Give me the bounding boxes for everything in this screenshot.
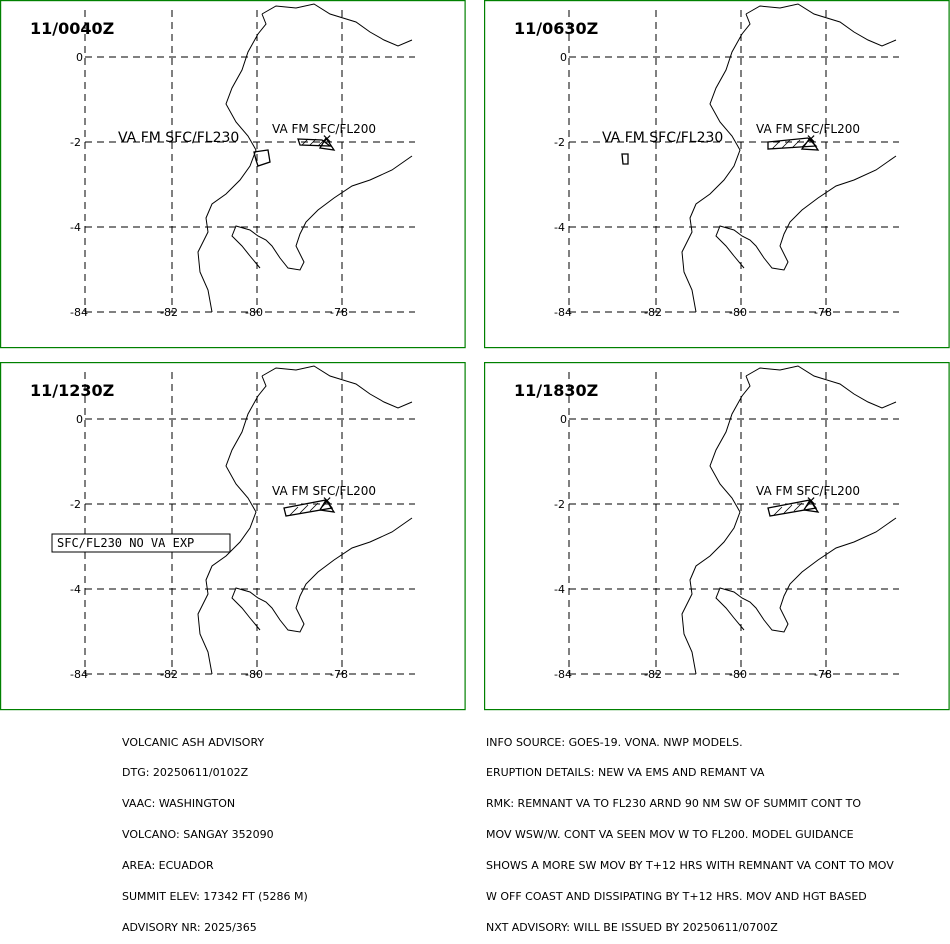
valid-time: 11/0630Z — [514, 19, 598, 38]
lon-label: -84 — [554, 668, 572, 681]
panel-frame — [0, 362, 466, 711]
lon-label: -82 — [160, 306, 178, 319]
lat-label: -2 — [70, 498, 81, 511]
coastline — [681, 3, 897, 313]
coastline — [681, 365, 897, 675]
valid-time: 11/0040Z — [30, 19, 114, 38]
advisory-line: VAAC: WASHINGTON — [122, 797, 236, 811]
valid-time: 11/1230Z — [30, 381, 114, 400]
panel-frame — [0, 0, 466, 349]
lat-label: -2 — [554, 498, 565, 511]
advisory-line: AREA: ECUADOR — [122, 859, 214, 873]
lat-label: 0 — [560, 51, 567, 64]
advisory-line: RMK: REMNANT VA TO FL230 ARND 90 NM SW O… — [486, 797, 862, 811]
summit-triangle — [802, 498, 820, 513]
lat-label: -4 — [70, 221, 81, 234]
lon-label: -82 — [644, 306, 662, 319]
summit-triangle — [800, 136, 820, 151]
no-ash-expected-notice: SFC/FL230 NO VA EXP — [57, 536, 194, 550]
ash-hatching — [301, 138, 325, 147]
volcano-marker-icon: ✕ — [322, 132, 332, 146]
lon-label: -80 — [245, 306, 263, 319]
map-panel-4: ✕ 11/1830Z 0 -2 -4 -84 -82 -80 -78 VA FM… — [484, 362, 950, 711]
lon-label: -80 — [729, 306, 747, 319]
lat-label: -4 — [554, 583, 565, 596]
panel-frame — [484, 0, 950, 349]
lat-label: -2 — [554, 136, 565, 149]
volcano-marker-icon: ✕ — [806, 132, 816, 146]
advisory-line: ERUPTION DETAILS: NEW VA EMS AND REMANT … — [486, 766, 765, 780]
advisory-line: NXT ADVISORY: WILL BE ISSUED BY 20250611… — [486, 920, 778, 934]
advisory-line: W OFF COAST AND DISSIPATING BY T+12 HRS.… — [486, 890, 867, 904]
ash-area-sw — [621, 153, 629, 165]
lon-label: -78 — [330, 668, 348, 681]
lat-label: 0 — [76, 413, 83, 426]
lon-label: -84 — [554, 306, 572, 319]
ash-area-plume — [297, 138, 333, 147]
lon-label: -84 — [70, 668, 88, 681]
lat-label: -4 — [554, 221, 565, 234]
advisory-remarks-block: INFO SOURCE: GOES-19. VONA. NWP MODELS. … — [486, 717, 894, 944]
ash-area-sw — [253, 149, 271, 167]
advisory-line: SHOWS A MORE SW MOV BY T+12 HRS WITH REM… — [486, 859, 894, 873]
panel-frame — [484, 362, 950, 711]
ash-hatching — [773, 500, 813, 516]
advisory-line: DTG: 20250611/0102Z — [122, 766, 249, 780]
ash-label-plume: VA FM SFC/FL200 — [272, 484, 376, 498]
graticule — [568, 372, 899, 675]
ash-label-plume: VA FM SFC/FL200 — [272, 122, 376, 136]
graticule — [568, 10, 899, 313]
lon-label: -80 — [729, 668, 747, 681]
ash-label-remnant: VA FM SFC/FL230 — [118, 130, 239, 146]
ash-label-plume: VA FM SFC/FL200 — [756, 484, 860, 498]
ash-label-plume: VA FM SFC/FL200 — [756, 122, 860, 136]
notice-box — [51, 533, 231, 553]
graticule — [84, 10, 415, 313]
lon-label: -82 — [644, 668, 662, 681]
ash-hatching — [289, 500, 329, 516]
graticule — [84, 372, 415, 675]
lon-label: -78 — [814, 306, 832, 319]
volcano-marker-icon: ✕ — [806, 494, 816, 508]
volcano-marker-icon: ✕ — [322, 494, 332, 508]
map-panel-2-svg: ✕ 11/0630Z 0 -2 -4 -84 -82 -80 -78 VA FM… — [484, 0, 950, 349]
advisory-line: ADVISORY NR: 2025/365 — [122, 920, 257, 934]
lon-label: -82 — [160, 668, 178, 681]
advisory-line: VOLCANIC ASH ADVISORY — [122, 735, 265, 749]
map-panel-1-svg: ✕ 11/0040Z 0 -2 -4 -84 -82 -80 -78 VA FM… — [0, 0, 466, 349]
map-panel-4-svg: ✕ 11/1830Z 0 -2 -4 -84 -82 -80 -78 VA FM… — [484, 362, 950, 711]
lon-label: -84 — [70, 306, 88, 319]
map-panel-2: ✕ 11/0630Z 0 -2 -4 -84 -82 -80 -78 VA FM… — [484, 0, 950, 349]
coastline — [197, 3, 413, 313]
summit-triangle — [318, 498, 336, 513]
valid-time: 11/1830Z — [514, 381, 598, 400]
map-panel-3-svg: ✕ 11/1230Z 0 -2 -4 -84 -82 -80 -78 VA FM… — [0, 362, 466, 711]
advisory-line: MOV WSW/W. CONT VA SEEN MOV W TO FL200. … — [486, 828, 854, 842]
lat-label: -2 — [70, 136, 81, 149]
lon-label: -78 — [814, 668, 832, 681]
lon-label: -78 — [330, 306, 348, 319]
ash-label-remnant: VA FM SFC/FL230 — [602, 130, 723, 146]
lat-label: -4 — [70, 583, 81, 596]
coastline — [197, 365, 413, 675]
lon-label: -80 — [245, 668, 263, 681]
advisory-line: VOLCANO: SANGAY 352090 — [122, 828, 274, 842]
lat-label: 0 — [560, 413, 567, 426]
summit-triangle — [318, 136, 336, 151]
map-panel-1: ✕ 11/0040Z 0 -2 -4 -84 -82 -80 -78 VA FM… — [0, 0, 466, 349]
advisory-line: INFO SOURCE: GOES-19. VONA. NWP MODELS. — [486, 735, 743, 749]
advisory-header-block: VOLCANIC ASH ADVISORY DTG: 20250611/0102… — [122, 717, 308, 944]
map-panel-3: ✕ 11/1230Z 0 -2 -4 -84 -82 -80 -78 VA FM… — [0, 362, 466, 711]
lat-label: 0 — [76, 51, 83, 64]
advisory-line: SUMMIT ELEV: 17342 FT (5286 M) — [122, 890, 308, 904]
